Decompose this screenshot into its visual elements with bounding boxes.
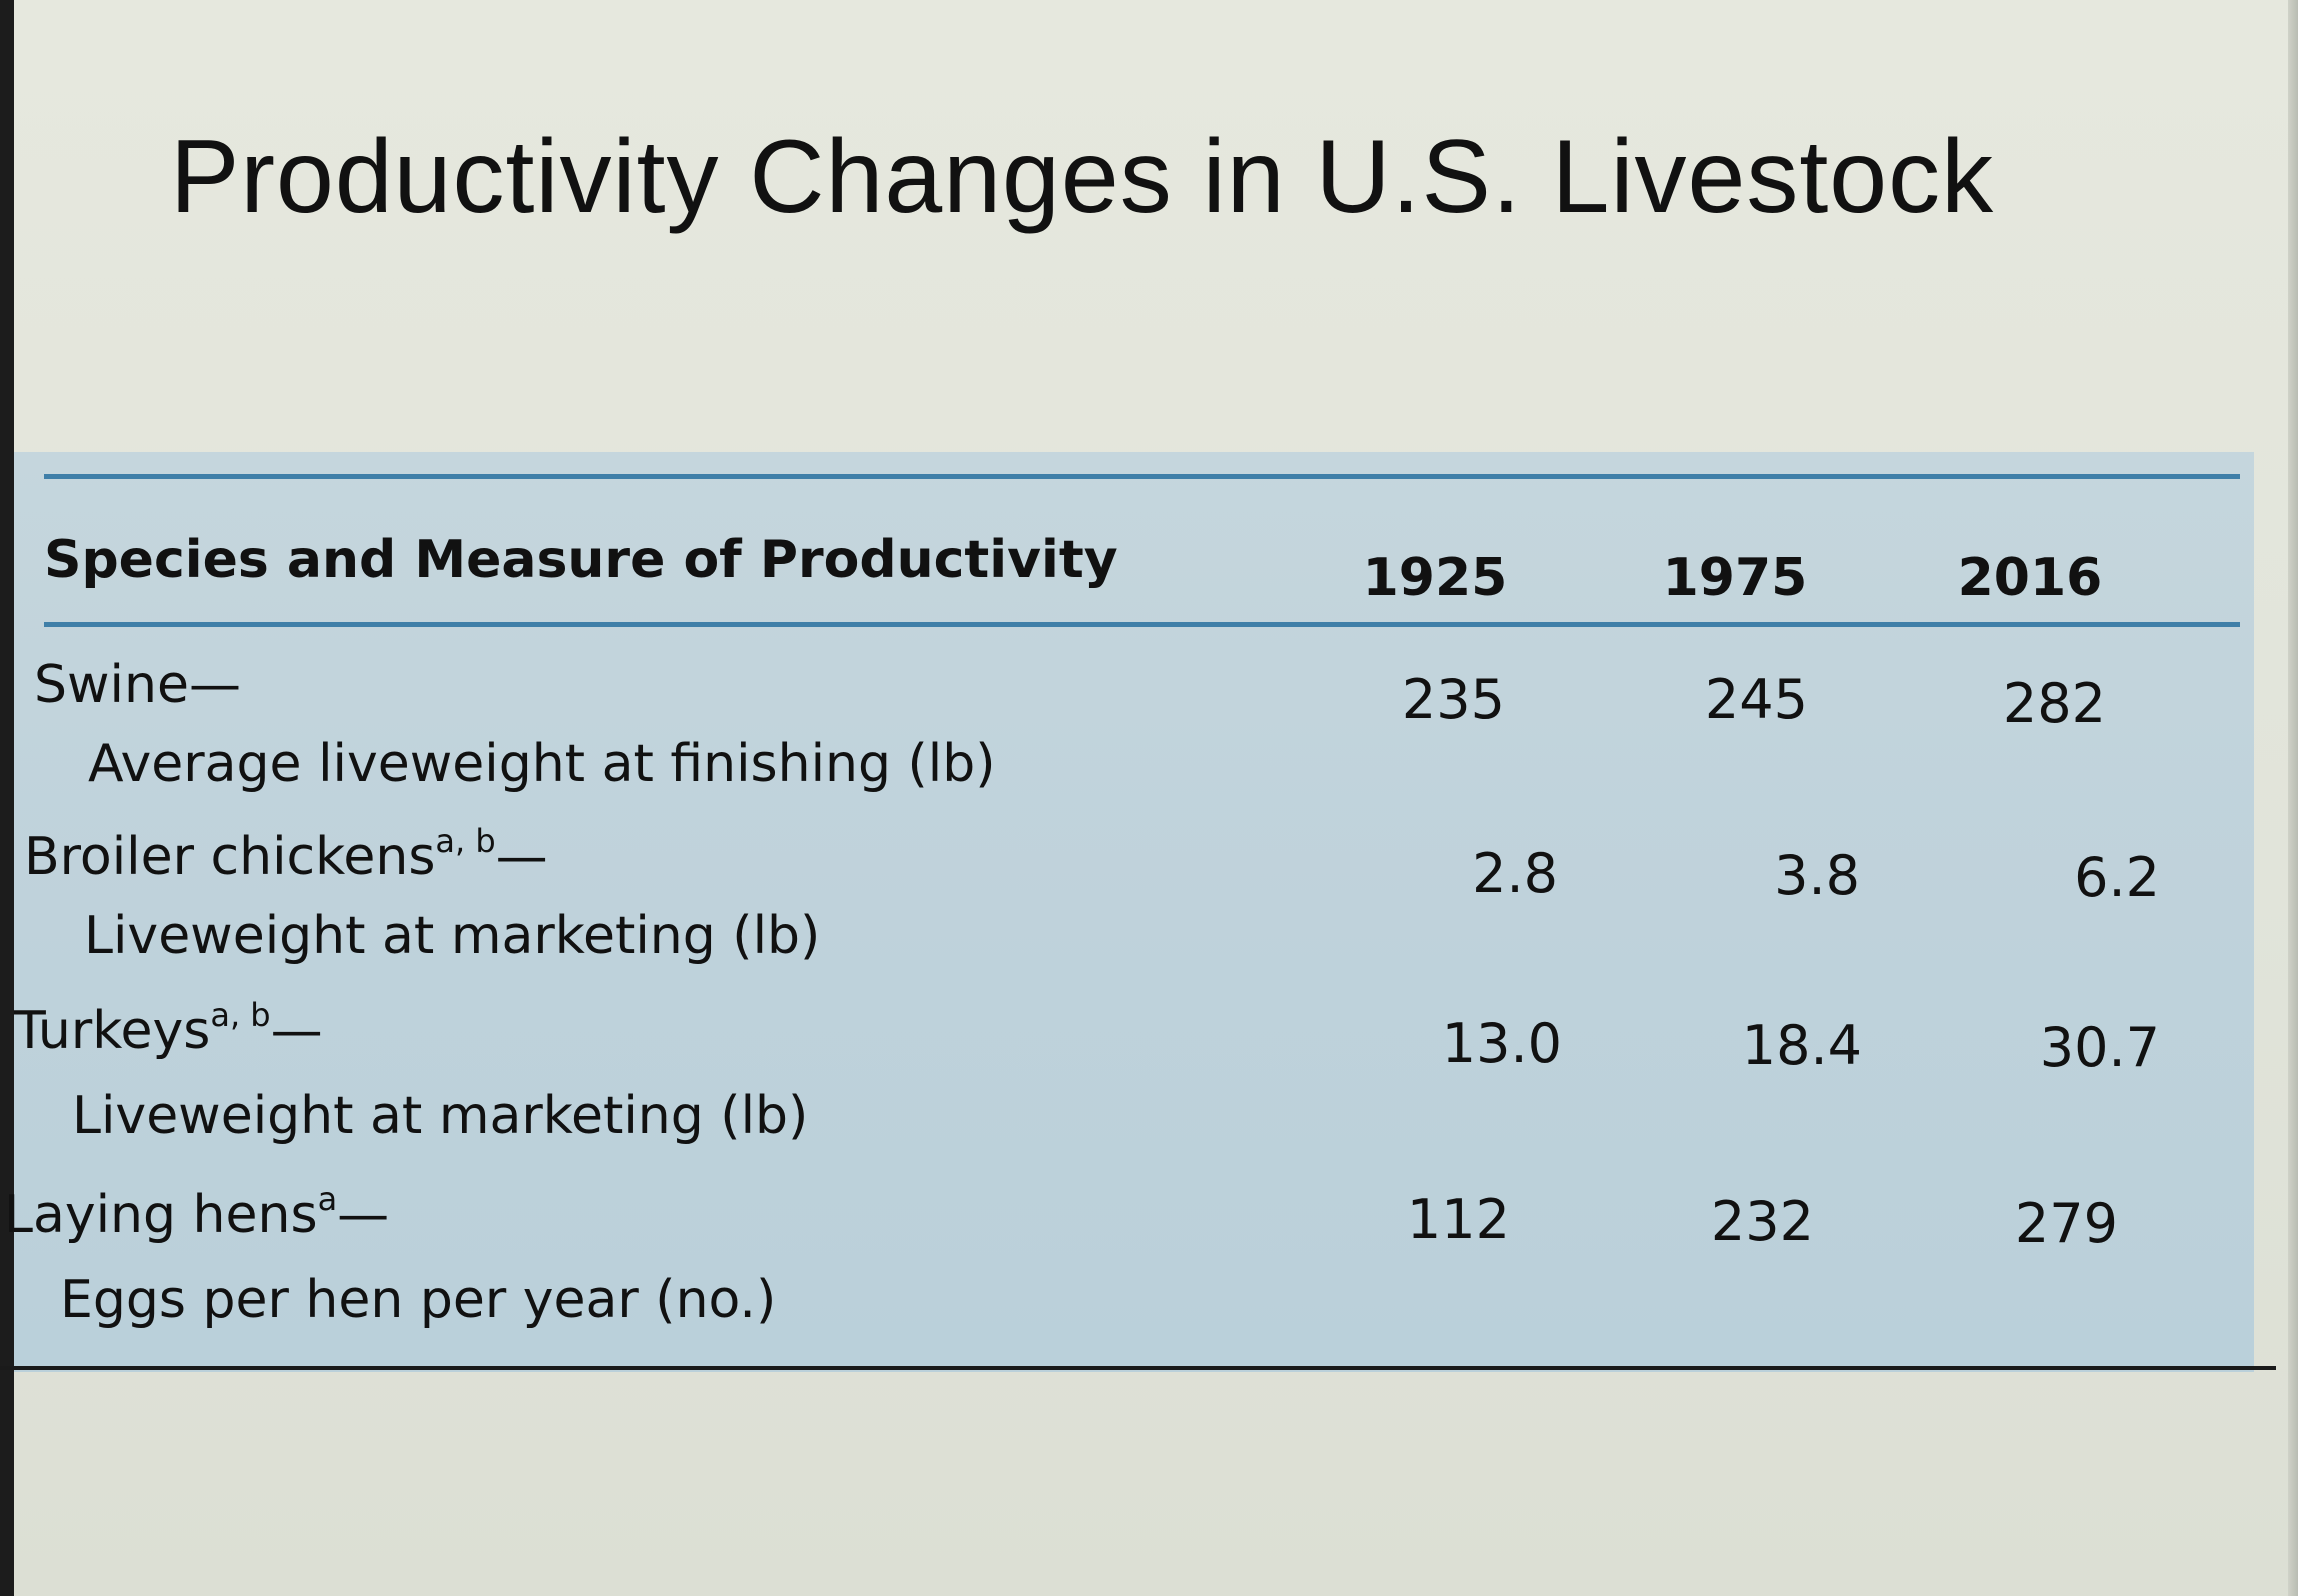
row-label-laying-hens: Laying hensa— <box>4 1180 389 1245</box>
species-dash: — <box>495 827 548 887</box>
species-name: Turkeys <box>14 1001 211 1061</box>
row-measure-swine: Average liveweight at finishing (lb) <box>88 734 996 794</box>
column-header-1975: 1975 <box>1662 548 1808 608</box>
table-header-rule <box>44 622 2240 627</box>
cell-broiler-1925: 2.8 <box>1472 842 1558 905</box>
cell-turkeys-1975: 18.4 <box>1741 1014 1862 1077</box>
row-label-broiler-chickens: Broiler chickensa, b— <box>24 822 548 887</box>
row-measure-laying-hens: Eggs per hen per year (no.) <box>60 1270 777 1330</box>
cell-swine-2016: 282 <box>2002 672 2106 735</box>
cell-swine-1975: 245 <box>1704 668 1808 731</box>
cell-swine-1925: 235 <box>1401 668 1505 731</box>
column-header-2016: 2016 <box>1957 548 2103 608</box>
species-name: Swine <box>34 655 189 715</box>
row-measure-broiler-chickens: Liveweight at marketing (lb) <box>84 906 821 966</box>
species-dash: — <box>188 655 241 715</box>
row-label-turkeys: Turkeysa, b— <box>14 996 323 1061</box>
table-top-rule <box>44 474 2240 479</box>
cell-broiler-2016: 6.2 <box>2074 846 2160 909</box>
species-name: Laying hens <box>4 1185 318 1245</box>
cell-turkeys-2016: 30.7 <box>2039 1016 2160 1079</box>
page-edge-right <box>2288 0 2298 1596</box>
page-title: Productivity Changes in U.S. Livestock <box>170 119 1995 235</box>
cell-laying-hens-1925: 112 <box>1406 1188 1510 1251</box>
cell-laying-hens-1975: 232 <box>1710 1190 1814 1253</box>
species-dash: — <box>337 1185 390 1245</box>
footnote-marker: a <box>317 1180 338 1218</box>
cell-laying-hens-2016: 279 <box>2014 1192 2118 1255</box>
table-panel <box>14 452 2254 1372</box>
page-edge-left <box>0 0 14 1596</box>
species-dash: — <box>270 1001 323 1061</box>
row-label-swine: Swine— <box>34 650 241 715</box>
table-bottom-rule <box>0 1366 2276 1370</box>
cell-broiler-1975: 3.8 <box>1774 844 1860 907</box>
column-header-1925: 1925 <box>1362 548 1508 608</box>
column-header-species: Species and Measure of Productivity <box>44 530 1118 590</box>
species-name: Broiler chickens <box>24 827 436 887</box>
footnote-marker: a, b <box>210 996 271 1034</box>
row-measure-turkeys: Liveweight at marketing (lb) <box>72 1086 809 1146</box>
footnote-marker: a, b <box>435 822 496 860</box>
cell-turkeys-1925: 13.0 <box>1441 1012 1562 1075</box>
